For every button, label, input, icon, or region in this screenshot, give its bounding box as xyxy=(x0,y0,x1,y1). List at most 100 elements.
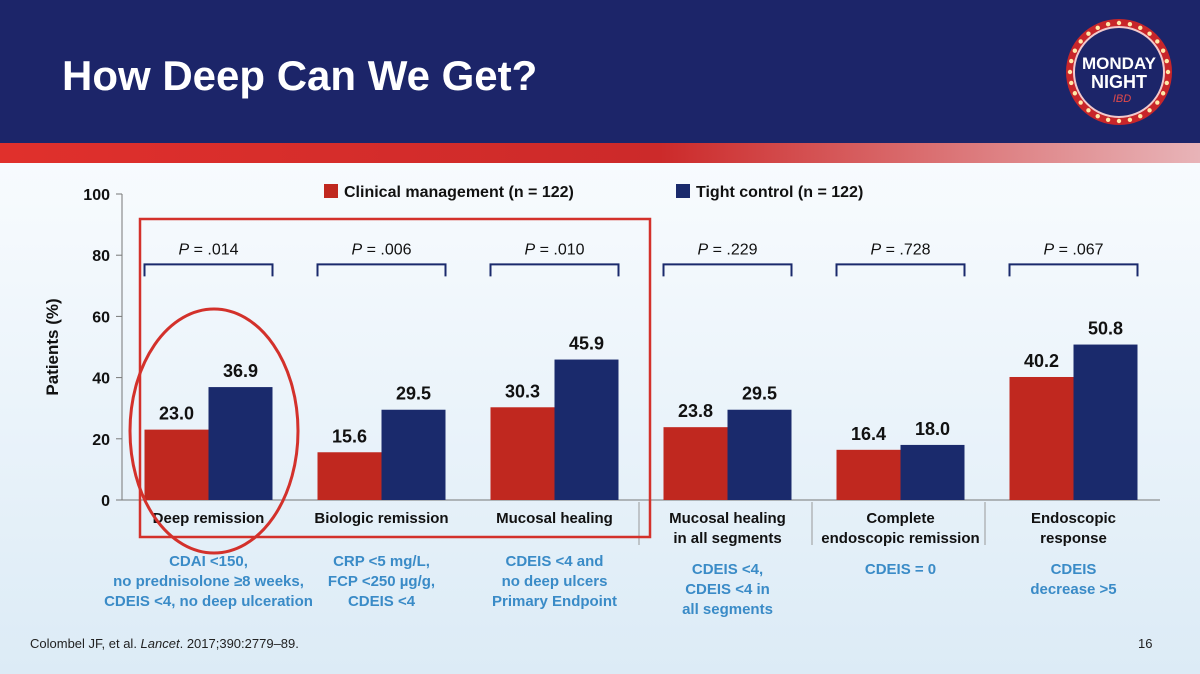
p-value-label: P = .229 xyxy=(697,241,757,258)
monday-night-ibd-logo: MONDAY NIGHT IBD xyxy=(1066,19,1172,125)
bar-tight xyxy=(554,359,619,500)
bar-tight xyxy=(1073,344,1138,500)
logo-bulb xyxy=(1105,22,1111,27)
citation-journal: Lancet xyxy=(140,636,180,651)
page-number: 16 xyxy=(1138,636,1153,651)
slide-header xyxy=(0,0,1200,143)
logo-bulb xyxy=(1164,80,1169,86)
description-line: no prednisolone ≥8 weeks, xyxy=(113,573,304,590)
legend-swatch xyxy=(324,184,338,198)
y-tick-label: 40 xyxy=(92,371,110,388)
data-label: 36.9 xyxy=(223,361,258,381)
logo-bulb xyxy=(1105,117,1111,122)
logo-bulb xyxy=(1155,100,1160,105)
y-tick-label: 100 xyxy=(83,187,110,204)
logo-bulb xyxy=(1116,20,1122,26)
description-line: decrease >5 xyxy=(1030,581,1117,598)
category-label: Mucosal healing xyxy=(669,510,786,527)
logo-bulb xyxy=(1067,69,1073,75)
description-line: Primary Endpoint xyxy=(491,593,618,610)
p-value-label: P = .067 xyxy=(1043,241,1103,258)
data-label: 15.6 xyxy=(332,426,367,446)
logo-bulb xyxy=(1138,25,1143,31)
p-value-label: P = .728 xyxy=(870,241,930,258)
category-label: Endoscopic xyxy=(1031,510,1116,527)
description-line: CRP <5 mg/L, xyxy=(333,553,430,570)
description-line: CDEIS <4 and xyxy=(505,553,604,570)
y-tick-label: 60 xyxy=(92,309,110,326)
category-label: response xyxy=(1040,530,1107,547)
description-line: CDEIS xyxy=(1050,561,1097,578)
p-value-bracket xyxy=(835,263,966,277)
citation: Colombel JF, et al. Lancet. 2017;390:277… xyxy=(30,636,299,651)
category-description: CRP <5 mg/L, FCP <250 µg/g, CDEIS <4 xyxy=(262,552,502,612)
category-label: Deep remission xyxy=(153,510,265,527)
bar-tight xyxy=(208,387,273,500)
data-label: 29.5 xyxy=(396,384,431,404)
data-label: 30.3 xyxy=(505,381,540,401)
p-value-bracket xyxy=(316,263,447,277)
slide-title: How Deep Can We Get? xyxy=(62,52,538,99)
category-description: CDEIS <4 and no deep ulcers Primary Endpoi… xyxy=(435,552,675,612)
logo-bulb xyxy=(1072,91,1078,96)
bar-tight xyxy=(381,409,446,500)
p-value-bracket xyxy=(143,263,274,277)
p-value-bracket xyxy=(662,263,793,277)
p-value-bracket xyxy=(1008,263,1139,277)
logo-bulb xyxy=(1078,39,1083,44)
p-value-bracket xyxy=(489,263,620,277)
logo-bulb xyxy=(1086,108,1091,113)
logo-bulb xyxy=(1086,31,1091,36)
category-description: CDAI <150, no prednisolone ≥8 weeks, CDEIS… xyxy=(89,552,329,612)
logo-text-night: NIGHT xyxy=(1091,72,1147,92)
logo-bulb xyxy=(1069,58,1074,64)
highlight-circle xyxy=(128,307,300,555)
description-line: CDEIS <4, xyxy=(691,561,764,578)
description-line: CDEIS <4 xyxy=(347,593,416,610)
data-label: 45.9 xyxy=(569,334,604,354)
category-label: in all segments xyxy=(673,530,781,547)
logo-bulb xyxy=(1155,39,1160,44)
category-description: CDEIS = 0 xyxy=(781,560,1021,580)
logo-bulb xyxy=(1147,31,1152,36)
logo-bulb xyxy=(1116,118,1122,124)
legend-label: Clinical management (n = 122) xyxy=(344,184,574,201)
y-axis-label: Patients (%) xyxy=(43,298,62,395)
legend-swatch xyxy=(676,184,690,198)
logo-bulb xyxy=(1160,48,1166,53)
y-tick-label: 0 xyxy=(101,493,110,510)
logo-bulb xyxy=(1147,108,1152,113)
bar-tight xyxy=(900,444,965,500)
logo-bulb xyxy=(1164,58,1169,64)
bar-tight xyxy=(727,409,792,500)
citation-authors: Colombel JF, et al. xyxy=(30,636,141,651)
data-label: 16.4 xyxy=(851,424,886,444)
category-label: Biologic remission xyxy=(314,510,448,527)
category-label: Complete xyxy=(866,510,934,527)
description-line: FCP <250 µg/g, xyxy=(327,573,436,590)
bar-clinical xyxy=(663,427,728,500)
bar-clinical xyxy=(1009,376,1074,500)
data-label: 18.0 xyxy=(915,419,950,439)
highlight-box xyxy=(138,217,652,539)
p-value-label: P = .014 xyxy=(178,241,238,258)
data-label: 40.2 xyxy=(1024,351,1059,371)
logo-bulb xyxy=(1078,100,1083,105)
category-description: CDEIS decrease >5 xyxy=(954,560,1194,600)
logo-bulb xyxy=(1072,48,1078,53)
data-label: 50.8 xyxy=(1088,319,1123,339)
data-label: 29.5 xyxy=(742,384,777,404)
description-line: no deep ulcers xyxy=(501,573,608,590)
logo-bulb xyxy=(1127,22,1133,27)
header-accent-stripe xyxy=(0,143,1200,163)
p-value-label: P = .010 xyxy=(524,241,584,258)
logo-bulb xyxy=(1138,113,1143,119)
citation-details: . 2017;390:2779–89. xyxy=(179,636,299,651)
logo-bulb xyxy=(1069,80,1074,86)
bar-clinical xyxy=(490,407,555,500)
description-line: CDEIS <4 in xyxy=(685,581,770,598)
logo-bulb xyxy=(1095,25,1100,31)
data-label: 23.0 xyxy=(159,404,194,424)
bar-clinical xyxy=(317,452,382,500)
